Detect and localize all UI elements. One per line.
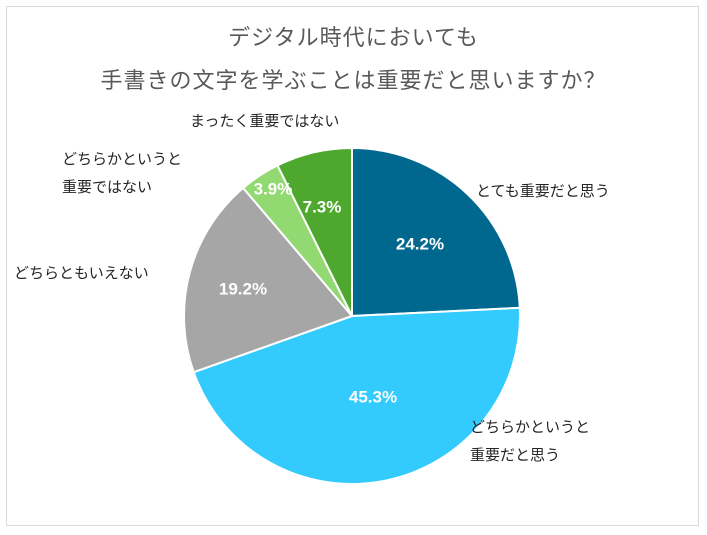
slice-category-label: どちらかというと bbox=[470, 418, 590, 436]
slice-value-label: 3.9% bbox=[254, 179, 293, 198]
slice-category-label: 重要だと思う bbox=[470, 446, 560, 464]
slice-value-label: 45.3% bbox=[349, 387, 397, 406]
slice-value-label: 19.2% bbox=[219, 279, 267, 298]
pie-slice bbox=[192, 306, 521, 485]
chart-title-line-1: デジタル時代においても bbox=[228, 26, 479, 51]
chart-title-line-2: 手書きの文字を学ぶことは重要だと思いますか？ bbox=[100, 69, 607, 94]
slice-category-label: どちらともいえない bbox=[14, 264, 149, 282]
pie-slice bbox=[276, 146, 353, 317]
slice-value-label: 24.2% bbox=[396, 234, 444, 253]
pie-slice bbox=[183, 186, 354, 374]
slice-category-label: どちらかというと bbox=[62, 150, 182, 168]
slice-category-label: 重要ではない bbox=[62, 178, 152, 196]
slice-category-label: まったく重要ではない bbox=[190, 112, 339, 130]
slice-category-label: とても重要だと思う bbox=[476, 182, 610, 200]
slice-value-label: 7.3% bbox=[303, 197, 342, 216]
pie-slice bbox=[351, 146, 521, 318]
